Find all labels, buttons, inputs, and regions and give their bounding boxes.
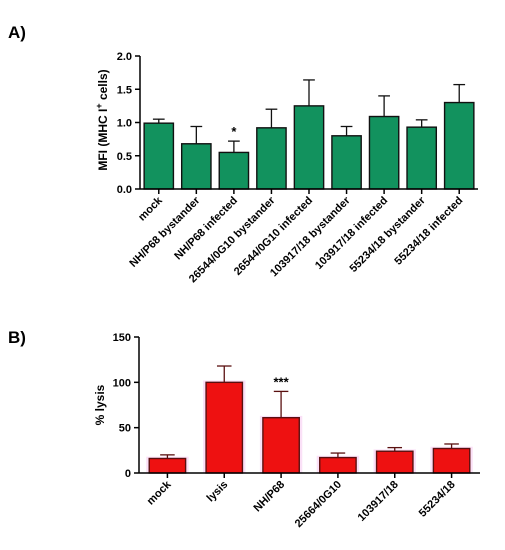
panel-a-bar xyxy=(180,143,212,190)
panel-a-bar xyxy=(331,135,362,190)
panel-a-bar xyxy=(368,115,400,190)
panel-a-bar xyxy=(443,101,475,190)
panel-b-y-tick-label: 50 xyxy=(119,423,131,435)
panel-a-significance-annotation: * xyxy=(231,124,237,139)
panel-b-bar xyxy=(205,381,244,474)
panel-b-y-ticks: 0 50 100 150 xyxy=(113,332,139,480)
panel-a-bar xyxy=(293,105,325,190)
panel-a-x-tick-label: 103917/18 infected xyxy=(313,195,390,272)
panel-b-bar xyxy=(432,447,471,474)
panel-a-x-tick-label: 55234/18 infected xyxy=(392,195,465,268)
panel-a-bar xyxy=(218,151,250,190)
panel-b-y-axis-label-text: % lysis xyxy=(93,384,107,425)
panel-a-label: A) xyxy=(8,23,26,42)
panel-a-x-tick-label: mock xyxy=(136,194,165,223)
panel-a-y-tick-label: 1.5 xyxy=(117,84,132,96)
panel-b-annotations: *** xyxy=(273,374,289,389)
panel-b-x-tick-label: mock xyxy=(145,478,174,507)
panel-a-annotations: * xyxy=(231,124,237,139)
panel-a-y-ticks: 0.0 0.5 1.0 1.5 2.0 xyxy=(117,51,140,196)
panel-a-x-tick-label: NH/P68 bystander xyxy=(127,194,203,270)
panel-a-y-axis-label-sup: + xyxy=(94,103,104,108)
panel-b-y-tick-label: 0 xyxy=(125,468,131,480)
panel-b-y-tick-label: 150 xyxy=(113,332,131,344)
panel-b-y-axis-label: % lysis xyxy=(93,384,107,425)
panel-b-significance-annotation: *** xyxy=(273,374,289,389)
panel-b-label: B) xyxy=(8,328,26,347)
panel-a-bar xyxy=(143,122,175,190)
svg-text:MFI (MHC I+ cells): MFI (MHC I+ cells) xyxy=(94,69,110,170)
panel-a-y-axis-label-main: MFI (MHC I xyxy=(96,109,110,171)
panel-b-chart: B) % lysis 0 50 100 150 mock lysis NH/P68 2566… xyxy=(8,328,480,530)
panel-a-y-axis-label: MFI (MHC I+ cells) xyxy=(94,69,110,170)
panel-b-x-tick-label: lysis xyxy=(205,479,231,505)
panel-a-y-tick-label: 0.5 xyxy=(117,151,132,163)
panel-a-y-tick-label: 0.0 xyxy=(117,184,132,196)
panel-b-x-tick-label: NH/P68 xyxy=(251,479,287,515)
panel-a-bars xyxy=(143,79,475,190)
panel-b-bar xyxy=(319,456,357,474)
panel-b-x-tick-label: 55234/18 xyxy=(417,479,458,520)
panel-b-bars xyxy=(146,365,473,474)
panel-a-y-axis-label-tail: cells) xyxy=(96,69,110,103)
panel-b-x-tick-label: 25664/0G10 xyxy=(293,479,344,530)
panel-a-y-tick-label: 1.0 xyxy=(117,118,132,130)
panel-b-bar xyxy=(262,416,300,474)
panel-a-bar xyxy=(406,126,438,190)
panel-a-y-tick-label: 2.0 xyxy=(117,51,132,63)
panel-a-chart: A) MFI (MHC I+ cells) 0.0 0.5 1.0 1.5 2.0 mo… xyxy=(8,23,478,285)
panel-b-y-tick-label: 100 xyxy=(113,377,131,389)
panel-b-x-tick-label: 103917/18 xyxy=(356,479,401,524)
panel-b-bar xyxy=(375,450,414,474)
panel-b-bar xyxy=(148,457,187,474)
panel-b-x-ticks: mock lysis NH/P68 25664/0G10 103917/18 55234/… xyxy=(145,473,458,530)
panel-a-bar xyxy=(256,127,287,190)
